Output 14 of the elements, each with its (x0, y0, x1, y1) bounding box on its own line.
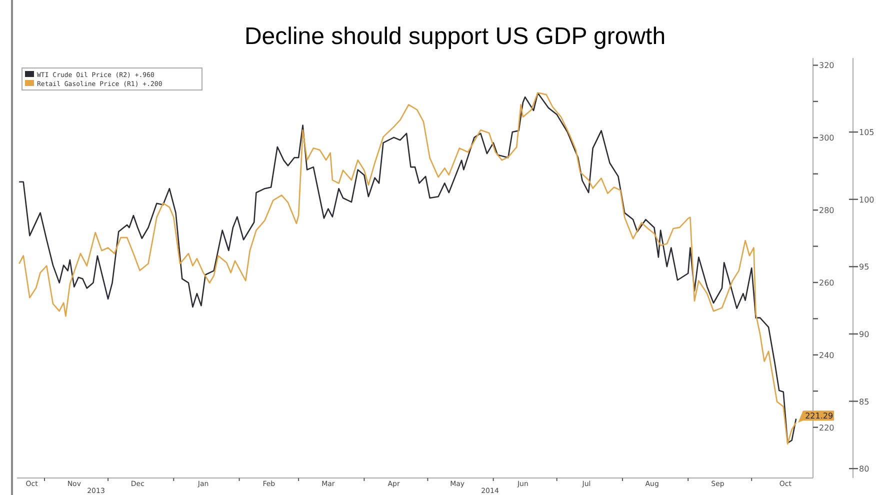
y-tick-label: 280 (819, 206, 834, 216)
y2-tick-label: 90 (859, 330, 870, 339)
chart-title: Decline should support US GDP growth (244, 23, 666, 50)
data-label: 221.29 (805, 412, 834, 421)
y2-tick-label: 105 (859, 128, 874, 138)
y-tick-label: 300 (819, 134, 834, 143)
y-tick-label: 240 (819, 350, 834, 360)
y2-tick-label: 95 (859, 262, 870, 272)
y-tick-label: 220 (819, 423, 834, 432)
y-tick-label: 320 (819, 61, 834, 70)
y2-tick-label: 85 (859, 397, 870, 406)
y2-tick-label: 100 (859, 195, 874, 204)
y-tick-label: 260 (819, 278, 834, 288)
y2-tick-label: 80 (859, 464, 870, 474)
